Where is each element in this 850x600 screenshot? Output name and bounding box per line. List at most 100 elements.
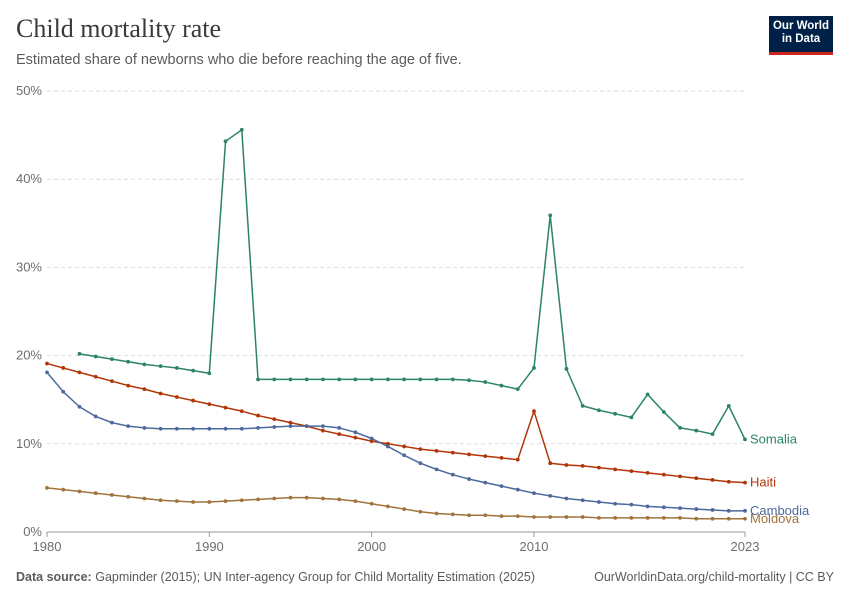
data-point-cambodia: [613, 501, 618, 506]
data-point-haiti: [239, 409, 244, 414]
data-source-label: Data source:: [16, 570, 92, 584]
data-point-moldova: [272, 496, 277, 501]
data-point-haiti: [321, 428, 325, 433]
data-point-cambodia: [726, 508, 731, 513]
data-point-cambodia: [61, 389, 66, 394]
y-tick-label: 40%: [16, 171, 42, 186]
data-point-cambodia: [272, 425, 277, 429]
data-point-moldova: [239, 498, 244, 503]
data-point-moldova: [418, 509, 423, 514]
x-tick-label: 1980: [33, 539, 62, 554]
data-point-cambodia: [532, 491, 536, 496]
data-point-somalia: [288, 377, 293, 382]
data-point-somalia: [321, 377, 325, 382]
data-point-haiti: [207, 402, 212, 407]
data-point-moldova: [710, 516, 715, 521]
data-point-cambodia: [369, 436, 374, 441]
data-point-cambodia: [385, 444, 390, 449]
data-point-cambodia: [239, 426, 244, 431]
data-point-somalia: [710, 432, 715, 436]
data-point-moldova: [515, 514, 520, 519]
data-point-somalia: [369, 377, 374, 382]
data-point-haiti: [45, 361, 49, 366]
data-point-cambodia: [515, 487, 520, 492]
data-source-text: Gapminder (2015); UN Inter-agency Group …: [95, 570, 535, 584]
data-point-haiti: [77, 370, 82, 375]
data-point-haiti: [174, 395, 179, 399]
data-point-moldova: [580, 515, 585, 519]
data-point-somalia: [93, 354, 98, 359]
data-point-haiti: [726, 479, 731, 484]
series-line-cambodia: [46, 371, 745, 512]
data-point-moldova: [304, 495, 309, 500]
data-point-somalia: [645, 392, 650, 397]
data-point-somalia: [597, 408, 601, 413]
data-point-haiti: [645, 471, 650, 475]
data-point-cambodia: [434, 467, 439, 472]
data-point-somalia: [402, 377, 407, 382]
data-point-cambodia: [661, 505, 666, 510]
data-point-cambodia: [597, 500, 601, 504]
series-line-moldova: [46, 487, 745, 520]
data-point-somalia: [532, 366, 536, 370]
data-point-haiti: [483, 454, 488, 459]
data-point-somalia: [743, 437, 747, 442]
data-point-moldova: [450, 512, 455, 517]
data-point-haiti: [597, 465, 601, 470]
data-point-moldova: [353, 499, 358, 504]
data-point-somalia: [499, 383, 504, 388]
series-label-somalia: Somalia: [750, 431, 798, 446]
data-point-cambodia: [110, 420, 114, 425]
y-tick-label: 30%: [16, 259, 42, 274]
url-license-link[interactable]: OurWorldinData.org/child-mortality | CC …: [594, 570, 834, 584]
data-point-cambodia: [710, 508, 715, 512]
data-point-somalia: [126, 359, 131, 364]
data-point-somalia: [207, 371, 212, 376]
logo-line-1: Our World: [772, 20, 829, 32]
data-point-somalia: [726, 403, 731, 408]
data-point-moldova: [126, 494, 131, 499]
y-tick-label: 50%: [16, 83, 42, 98]
data-point-haiti: [256, 413, 260, 418]
data-point-somalia: [483, 380, 488, 384]
series-line-haiti: [46, 362, 746, 484]
data-point-moldova: [174, 499, 179, 504]
data-point-moldova: [288, 495, 293, 500]
data-point-cambodia: [645, 504, 650, 509]
data-point-cambodia: [45, 370, 49, 375]
owid-logo[interactable]: Our World in Data: [769, 16, 833, 55]
data-point-somalia: [629, 415, 634, 420]
data-point-haiti: [158, 391, 163, 396]
data-point-haiti: [142, 387, 147, 392]
data-point-cambodia: [353, 430, 358, 435]
data-point-moldova: [694, 516, 699, 521]
logo-line-2: in Data: [781, 33, 821, 45]
data-point-haiti: [629, 469, 634, 474]
data-point-somalia: [434, 377, 439, 382]
data-point-cambodia: [77, 404, 82, 409]
data-point-cambodia: [93, 414, 98, 419]
data-point-cambodia: [418, 461, 423, 466]
data-point-somalia: [580, 403, 585, 408]
data-point-haiti: [515, 457, 520, 462]
y-tick-label: 20%: [16, 348, 42, 363]
data-point-cambodia: [321, 424, 325, 429]
data-point-moldova: [564, 515, 569, 519]
y-tick-label: 10%: [16, 436, 42, 451]
data-point-haiti: [613, 467, 618, 472]
data-point-haiti: [694, 476, 699, 481]
data-point-haiti: [110, 379, 114, 384]
data-point-moldova: [467, 513, 471, 518]
data-point-moldova: [93, 491, 98, 496]
chart-title: Child mortality rate: [16, 14, 222, 43]
data-point-haiti: [353, 435, 358, 440]
data-point-cambodia: [126, 424, 131, 429]
data-point-moldova: [402, 507, 407, 511]
data-point-moldova: [321, 496, 325, 501]
x-tick-label: 2023: [731, 539, 760, 554]
data-point-haiti: [743, 480, 747, 485]
data-point-moldova: [532, 515, 536, 519]
data-point-somalia: [158, 364, 163, 369]
data-point-cambodia: [548, 493, 553, 498]
data-point-somalia: [77, 351, 82, 356]
